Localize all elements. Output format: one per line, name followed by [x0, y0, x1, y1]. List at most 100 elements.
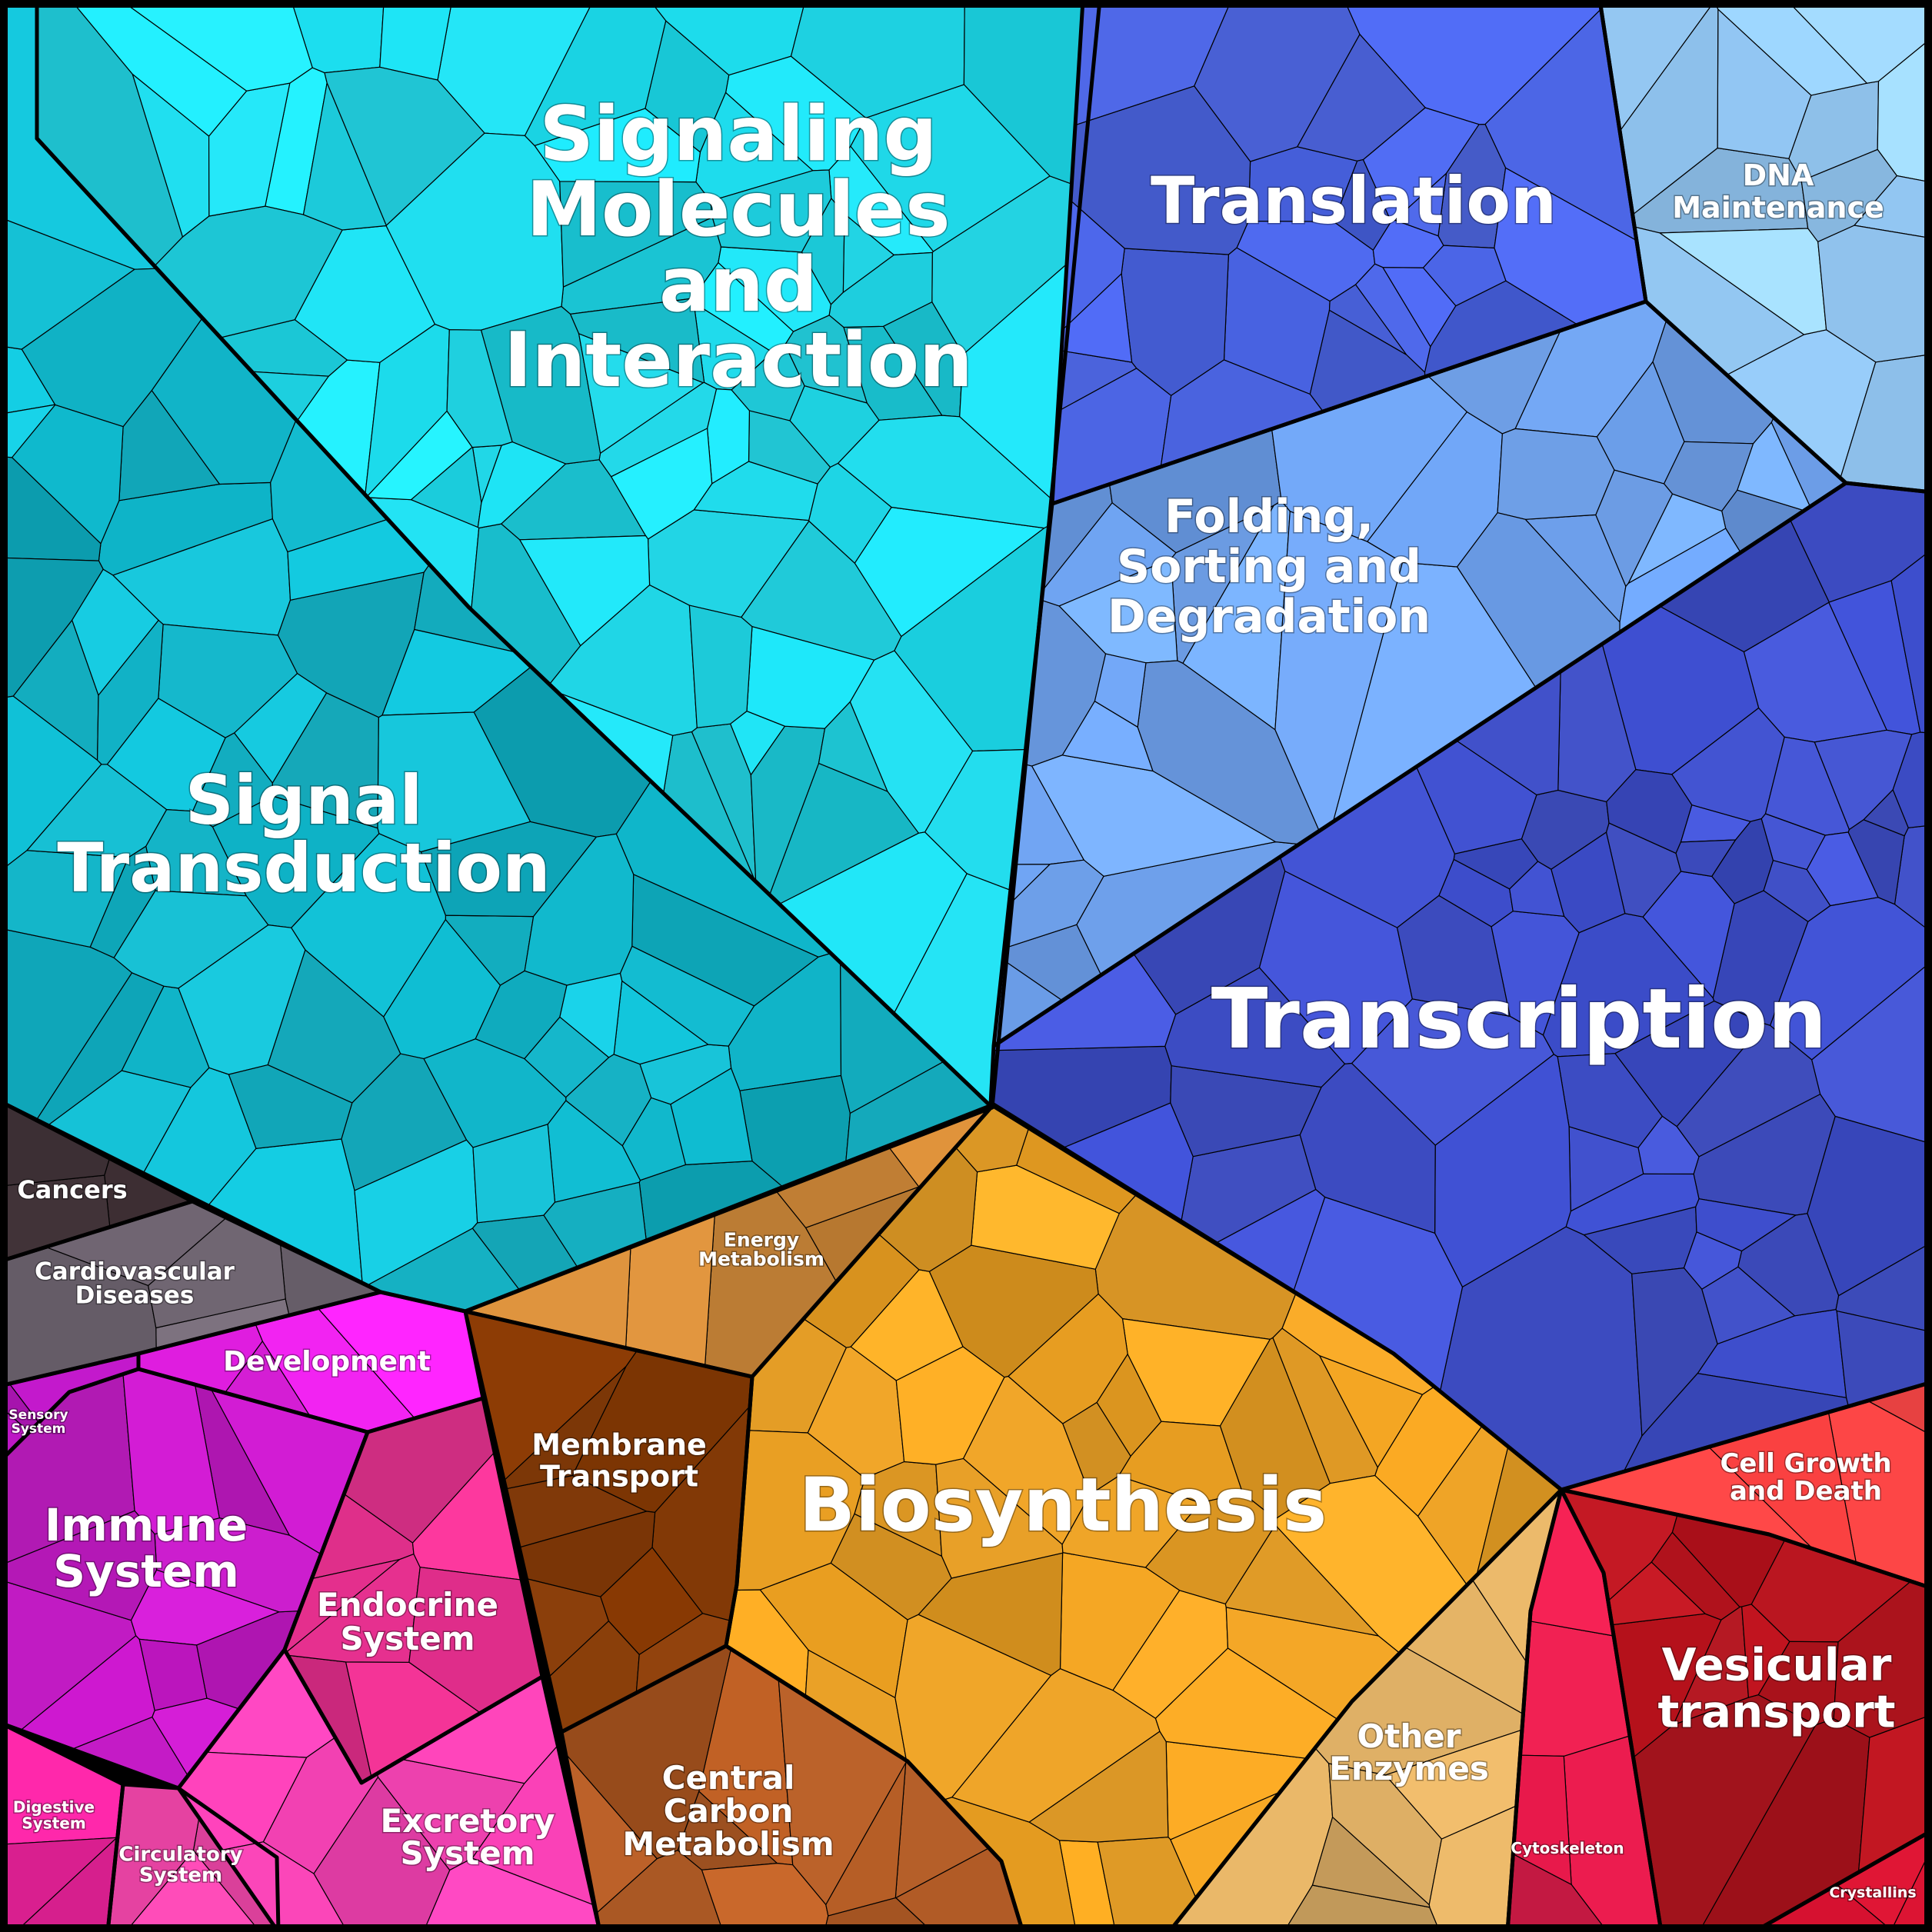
signal-transduction-cell	[228, 1064, 353, 1149]
signal-transduction-cell	[96, 619, 164, 765]
label-endocrine-system: Endocrine System	[317, 1586, 498, 1657]
label-circulatory-system-line: Circulatory	[118, 1844, 242, 1867]
excretory-cell	[313, 1776, 451, 1932]
label-cardiovascular-diseases-line: Cardiovascular	[35, 1258, 235, 1286]
biosynthesis-cell	[895, 1346, 1005, 1465]
label-digestive-system-line: System	[22, 1814, 85, 1833]
label-signaling-molecules-line: Signaling	[539, 91, 937, 178]
signal-transduction-cell	[35, 972, 165, 1126]
vesicular-cell	[1741, 1604, 1790, 1698]
signal-transduction-cell	[524, 833, 635, 986]
label-central-carbon-metabolism-line: Metabolism	[622, 1825, 834, 1863]
other-enzymes-cell	[1311, 1816, 1431, 1908]
label-cell-growth-and-death-line: and Death	[1730, 1476, 1882, 1507]
biosynthesis-cell	[1144, 1492, 1276, 1605]
label-excretory-system-line: System	[401, 1834, 535, 1872]
transcription-cell	[1453, 838, 1539, 890]
label-cardiovascular-diseases: Cardiovascular Diseases	[35, 1258, 235, 1310]
biosynthesis-region-outline	[724, 1102, 1564, 1932]
label-membrane-transport-line: Membrane	[531, 1428, 707, 1462]
label-cytoskeleton: Cytoskeleton	[1511, 1839, 1624, 1857]
label-central-carbon-metabolism-line: Central	[662, 1759, 795, 1797]
label-circulatory-system: Circulatory System	[118, 1844, 242, 1887]
signal-transduction-cell	[670, 1068, 753, 1166]
transcription-cell	[1279, 766, 1456, 928]
transcription-cell	[1551, 831, 1626, 934]
central-carbon-cell	[825, 1762, 907, 1917]
label-signaling-molecules-line: Interaction	[504, 317, 973, 405]
label-excretory-system: Excretory System	[381, 1802, 555, 1872]
label-transcription: Transcription	[1211, 971, 1827, 1068]
folding-cell	[1497, 428, 1615, 520]
label-digestive-system-line: Digestive	[13, 1798, 95, 1817]
signaling-cell	[688, 605, 753, 728]
immune-cell	[138, 1638, 208, 1711]
signaling-cell	[808, 462, 892, 565]
folding-cell	[1094, 653, 1147, 728]
signaling-cell	[119, 0, 313, 92]
label-endocrine-system-line: System	[341, 1620, 475, 1657]
signaling-cell	[710, 169, 832, 253]
translation-cell	[1296, 33, 1426, 162]
label-translation: Translation	[1151, 163, 1557, 238]
label-cancers-line: Cancers	[17, 1175, 127, 1204]
label-crystallins-line: Crystallins	[1829, 1884, 1916, 1901]
label-development-line: Development	[223, 1346, 431, 1377]
label-cardiovascular-diseases-line: Diseases	[75, 1282, 195, 1310]
label-endocrine-system-line: Endocrine	[317, 1586, 498, 1624]
label-signal-transduction-line: Transduction	[57, 828, 550, 908]
label-folding-sorting-degradation-line: Degradation	[1108, 590, 1431, 644]
transcription-cell	[1836, 1310, 1932, 1407]
signal-transduction-cell	[0, 695, 102, 872]
transcription-cell	[1614, 1000, 1765, 1128]
label-central-carbon-metabolism-line: Carbon	[664, 1792, 794, 1830]
label-dna-maintenance: DNA Maintenance	[1672, 158, 1884, 225]
signal-transduction-cell	[377, 711, 531, 853]
label-folding-sorting-degradation-line: Folding,	[1164, 490, 1374, 544]
transcription-cell	[1835, 1241, 1932, 1333]
signaling-cell	[778, 831, 968, 1014]
label-crystallins: Crystallins	[1829, 1884, 1916, 1901]
vesicular-cell	[1672, 1606, 1750, 1726]
label-translation-line: Translation	[1151, 163, 1557, 238]
signal-transduction-cell	[423, 1038, 567, 1148]
label-immune-system: Immune System	[45, 1499, 248, 1597]
signaling-cell	[446, 329, 513, 448]
signaling-cell	[731, 344, 805, 421]
circulatory-region-outline	[105, 1782, 281, 1932]
signaling-cell	[842, 212, 895, 294]
translation-cell	[1422, 245, 1507, 307]
excretory-region-outline	[176, 1647, 602, 1932]
transcription-cell	[1675, 839, 1737, 878]
label-signaling-molecules-line: and	[659, 242, 818, 329]
translation-cell	[1394, 172, 1447, 237]
label-energy-metabolism-line: Metabolism	[698, 1248, 824, 1271]
label-dna-maintenance-line: DNA	[1743, 158, 1814, 192]
signaling-cell	[818, 701, 889, 793]
signal-transduction-cell	[113, 890, 269, 989]
label-layer: Signaling Molecules and Interaction Signal T…	[8, 90, 1917, 1903]
signaling-cell	[534, 108, 701, 183]
label-sensory-system-line: Sensory	[8, 1407, 68, 1423]
label-cancers: Cancers	[17, 1175, 127, 1204]
transcription-cell	[1701, 1266, 1796, 1345]
transcription-cell	[1769, 897, 1932, 1061]
label-membrane-transport-line: Transport	[540, 1460, 698, 1494]
label-signal-transduction: Signal Transduction	[57, 761, 550, 908]
label-cell-growth-and-death-line: Cell Growth	[1720, 1448, 1891, 1479]
label-folding-sorting-degradation-line: Sorting and	[1117, 540, 1421, 594]
label-energy-metabolism-line: Energy	[724, 1229, 799, 1251]
label-excretory-system-line: Excretory	[381, 1802, 555, 1840]
transcription-cell	[1814, 729, 1913, 831]
label-other-enzymes: Other Enzymes	[1329, 1717, 1489, 1787]
label-energy-metabolism: Energy Metabolism	[698, 1229, 824, 1271]
label-signal-transduction-line: Signal	[185, 761, 423, 840]
folding-cell	[1663, 441, 1754, 512]
signaling-cell	[70, 0, 248, 137]
signaling-cell	[518, 535, 651, 647]
cytoskeleton-region-outline	[1505, 1487, 1664, 1932]
